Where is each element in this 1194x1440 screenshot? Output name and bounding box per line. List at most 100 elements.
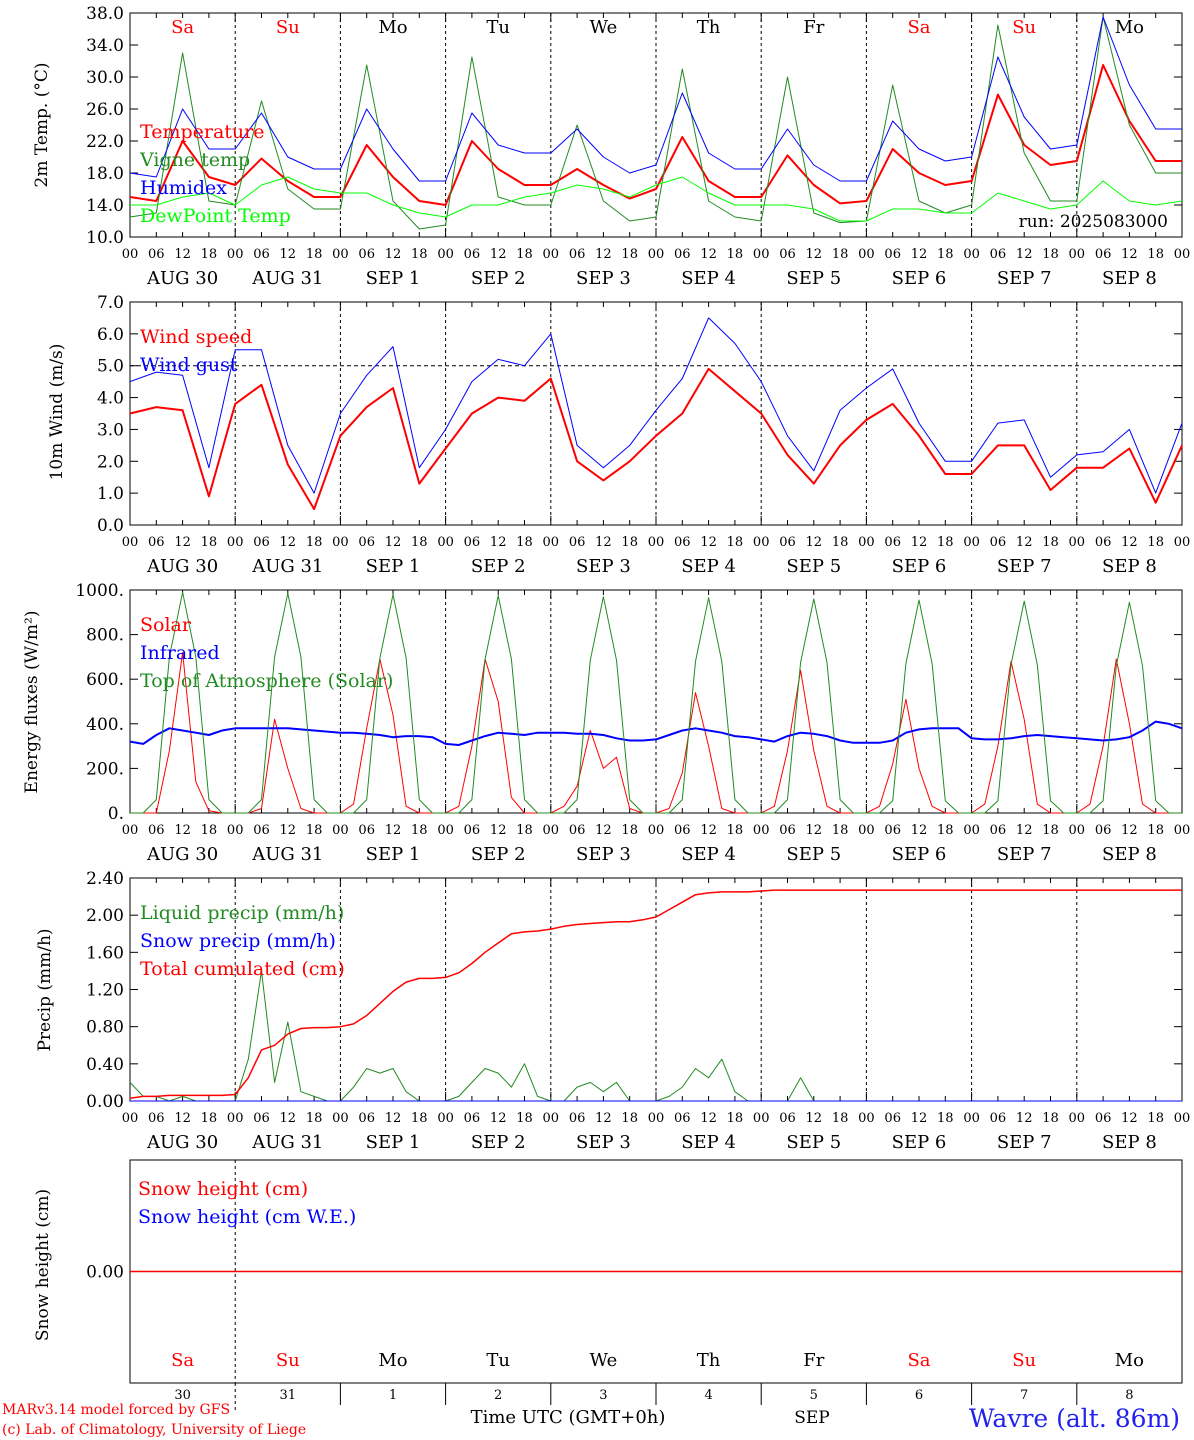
hour-tick-label: 00 (648, 1111, 665, 1126)
y-tick-label: 38.0 (86, 4, 124, 24)
day-abbr-label: Mo (1115, 1350, 1144, 1371)
hour-tick-label: 12 (385, 247, 402, 262)
hour-tick-label: 18 (201, 247, 218, 262)
hour-tick-label: 00 (227, 1111, 244, 1126)
hour-tick-label: 00 (122, 535, 139, 550)
y-tick-label: 0.0 (97, 516, 124, 536)
hour-tick-label: 00 (1069, 535, 1086, 550)
hour-tick-label: 00 (858, 823, 875, 838)
hour-tick-label: 12 (595, 247, 612, 262)
hour-tick-label: 00 (437, 1111, 454, 1126)
date-label: AUG 31 (251, 268, 323, 289)
date-label: AUG 30 (146, 844, 218, 865)
date-label: SEP 8 (1102, 268, 1157, 289)
hour-tick-label: 06 (674, 823, 691, 838)
hour-tick-label: 12 (1121, 247, 1138, 262)
hour-tick-label: 06 (358, 247, 375, 262)
day-abbr-label: Su (1012, 17, 1036, 38)
hour-tick-label: 18 (1147, 535, 1164, 550)
hour-tick-label: 12 (385, 823, 402, 838)
y-tick-label: 0. (108, 804, 124, 824)
hour-tick-label: 00 (227, 247, 244, 262)
hour-tick-label: 00 (227, 535, 244, 550)
hour-tick-label: 00 (648, 247, 665, 262)
hour-tick-label: 18 (937, 823, 954, 838)
wind-panel: 0.0 1.0 2.0 3.0 4.0 5.0 6.0 7.0 10m Wind (m/s) 00… (47, 293, 1190, 577)
y-tick-label: 26.0 (86, 100, 124, 120)
hour-tick-label: 12 (1121, 535, 1138, 550)
hour-tick-label: 00 (963, 535, 980, 550)
date-label: SEP 3 (576, 268, 631, 289)
hour-tick-label: 12 (280, 247, 297, 262)
hour-tick-label: 06 (569, 823, 586, 838)
date-label: SEP 6 (892, 844, 947, 865)
hour-tick-label: 06 (1095, 535, 1112, 550)
hour-tick-label: 12 (490, 247, 507, 262)
day-abbr-label: We (590, 1350, 618, 1371)
snow-height-panel: 0.00 Snow height (cm) 30 31 1 2 3 4 5 6 7 8 Sa Su Mo Tu… (33, 1159, 1183, 1413)
date-label: SEP 6 (892, 268, 947, 289)
hour-tick-label: 06 (779, 535, 796, 550)
hour-tick-label: 18 (937, 247, 954, 262)
y-tick-label: 14.0 (86, 196, 124, 216)
hour-tick-label: 06 (990, 535, 1007, 550)
hour-tick-label: 06 (358, 1111, 375, 1126)
run-label: run: 2025083000 (1019, 212, 1168, 232)
y-tick-label: 1.20 (86, 981, 124, 1001)
hour-tick-label: 00 (1069, 1111, 1086, 1126)
hour-tick-label: 12 (490, 823, 507, 838)
y-axis-title: Precip (mm/h) (35, 928, 55, 1051)
hour-tick-label: 18 (201, 535, 218, 550)
day-abbr-label: Mo (1115, 17, 1144, 38)
hour-tick-label: 00 (227, 823, 244, 838)
hour-tick-label: 00 (122, 823, 139, 838)
hour-tick-label: 00 (648, 823, 665, 838)
y-tick-label: 30.0 (86, 68, 124, 88)
legend-entry: Wind gust (140, 354, 238, 376)
date-label: SEP 6 (892, 1132, 947, 1153)
date-label: AUG 30 (146, 556, 218, 577)
day-abbr-label: Tu (486, 1350, 510, 1371)
y-tick-label: 1.60 (86, 943, 124, 963)
hour-tick-label: 18 (621, 1111, 638, 1126)
hour-tick-label: 12 (911, 1111, 928, 1126)
hour-tick-label: 00 (543, 247, 560, 262)
date-label: SEP 3 (576, 556, 631, 577)
date-label: SEP 7 (997, 556, 1052, 577)
hour-tick-label: 00 (122, 247, 139, 262)
y-tick-label: 34.0 (86, 36, 124, 56)
date-label: SEP 7 (997, 1132, 1052, 1153)
hour-tick-label: 12 (280, 1111, 297, 1126)
hour-tick-label: 00 (1174, 1111, 1191, 1126)
series-line (129, 367, 1183, 511)
hour-tick-label: 06 (569, 247, 586, 262)
date-label: SEP 4 (681, 268, 736, 289)
hour-tick-label: 06 (884, 247, 901, 262)
series-line (130, 176, 1183, 222)
y-tick-label: 0.80 (86, 1018, 124, 1038)
footer: MARv3.14 model forced by GFS (c) Lab. of… (2, 1402, 1180, 1438)
date-label: SEP 1 (366, 1132, 421, 1153)
hour-tick-label: 12 (385, 1111, 402, 1126)
hour-tick-label: 18 (516, 1111, 533, 1126)
day-abbr-label: Th (697, 17, 721, 38)
date-label: SEP 7 (997, 268, 1052, 289)
series-line (129, 720, 1183, 746)
hour-tick-label: 00 (753, 247, 770, 262)
y-axis-title: Snow height (cm) (33, 1189, 53, 1341)
y-tick-label: 7.0 (97, 293, 124, 313)
legend-entry: Infrared (140, 642, 220, 664)
lab-credit: (c) Lab. of Climatology, University of L… (2, 1422, 306, 1438)
hour-tick-label: 18 (201, 1111, 218, 1126)
y-tick-label: 0.00 (86, 1092, 124, 1112)
hour-tick-label: 06 (1095, 1111, 1112, 1126)
y-tick-label: 1000. (75, 581, 124, 601)
hour-tick-label: 18 (306, 247, 323, 262)
hour-tick-label: 18 (306, 1111, 323, 1126)
hour-tick-label: 12 (595, 535, 612, 550)
hour-tick-label: 00 (858, 1111, 875, 1126)
hour-tick-label: 12 (911, 535, 928, 550)
date-label: SEP 2 (471, 268, 526, 289)
legend-entry: Snow height (cm W.E.) (138, 1206, 356, 1228)
